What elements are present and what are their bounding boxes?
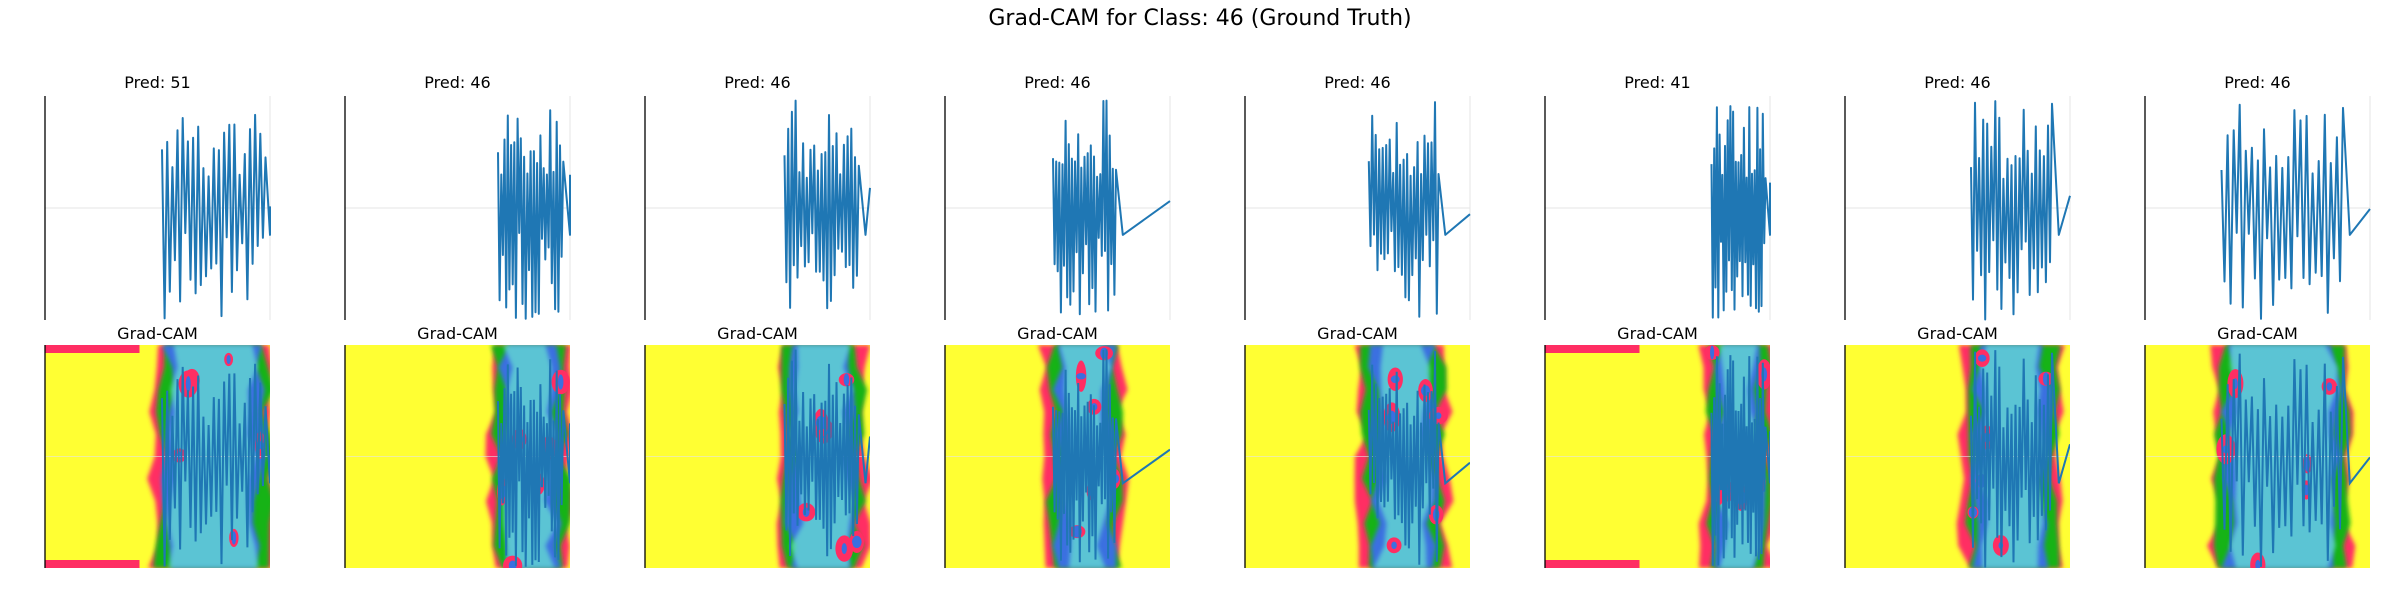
cam-series-line	[1367, 351, 1470, 565]
cam-spot-core	[185, 376, 191, 392]
cam-heatmap	[1845, 345, 2070, 568]
cam-title: Grad-CAM	[1017, 324, 1098, 343]
cam-title: Grad-CAM	[1617, 324, 1698, 343]
subplot-5: Pred: 46 Grad-CAM	[1244, 73, 1471, 568]
subplot-3: Pred: 46 Grad-CAM	[644, 73, 871, 568]
cam-series-line	[497, 359, 570, 567]
cam-title: Grad-CAM	[1317, 324, 1398, 343]
cam-heatmap	[45, 345, 270, 568]
cam-spot-core	[1391, 541, 1397, 550]
cam-series-line	[783, 349, 870, 557]
cam-spot-core	[557, 374, 564, 390]
cam-spot-core	[1390, 375, 1400, 384]
cam-series-line	[161, 363, 270, 567]
cam-series-line	[1970, 350, 2070, 568]
subplot-8: Pred: 46 Grad-CAM	[2144, 73, 2371, 568]
subplot-4: Pred: 46 Grad-CAM	[944, 73, 1171, 568]
cam-series-line	[1710, 355, 1770, 566]
subplot-title: Pred: 46	[424, 73, 490, 92]
subplot-title: Pred: 46	[1924, 73, 1990, 92]
cam-series-line	[1052, 349, 1170, 563]
series-line	[1710, 105, 1771, 319]
cam-spot-core	[226, 354, 231, 365]
subplot-title: Pred: 51	[124, 73, 190, 92]
cam-heatmap	[945, 345, 1170, 568]
cam-spot-core	[2326, 382, 2333, 391]
cam-heatmap	[1245, 345, 1470, 568]
series-line	[1052, 99, 1171, 316]
subplot-title: Pred: 46	[724, 73, 790, 92]
cam-spot-core	[1977, 354, 1987, 362]
subplot-6: Pred: 41 Grad-CAM	[1544, 73, 1771, 568]
cam-edge-stripe	[1545, 560, 1640, 568]
figure-suptitle: Grad-CAM for Class: 46 (Ground Truth)	[988, 6, 1412, 31]
subplot-2: Pred: 46 Grad-CAM	[344, 73, 571, 568]
cam-series-line	[2220, 353, 2370, 567]
cam-title: Grad-CAM	[2217, 324, 2298, 343]
cam-spot-core	[841, 543, 847, 555]
cam-edge-stripe	[45, 345, 140, 353]
subplot-title: Pred: 46	[2224, 73, 2290, 92]
cam-title: Grad-CAM	[417, 324, 498, 343]
cam-heatmap	[345, 345, 570, 568]
cam-edge-stripe	[1545, 345, 1640, 353]
cam-heatmap	[1545, 345, 1770, 568]
subplot-title: Pred: 46	[1324, 73, 1390, 92]
subplot-7: Pred: 46 Grad-CAM	[1844, 73, 2071, 568]
series-line	[161, 113, 271, 320]
subplot-title: Pred: 46	[1024, 73, 1090, 92]
series-line	[1367, 101, 1471, 318]
cam-edge-stripe	[45, 560, 140, 568]
cam-spot-core	[1710, 345, 1715, 360]
cam-title: Grad-CAM	[1917, 324, 1998, 343]
cam-heatmap	[645, 345, 870, 568]
series-line	[783, 99, 871, 310]
series-line	[2220, 103, 2371, 320]
subplot-1: Pred: 51 Grad-CAM	[44, 73, 271, 568]
cam-title: Grad-CAM	[717, 324, 798, 343]
cam-title: Grad-CAM	[117, 324, 198, 343]
cam-spot-core	[1076, 373, 1086, 380]
series-line	[497, 109, 571, 320]
cam-spot-core	[843, 373, 850, 386]
cam-spot-core	[2255, 559, 2261, 568]
cam-heatmap	[2145, 345, 2370, 568]
cam-spot-core	[851, 535, 862, 549]
subplot-title: Pred: 41	[1624, 73, 1690, 92]
cam-spot-core	[508, 560, 517, 568]
cam-spot-core	[1435, 412, 1442, 419]
series-line	[1970, 100, 2071, 321]
